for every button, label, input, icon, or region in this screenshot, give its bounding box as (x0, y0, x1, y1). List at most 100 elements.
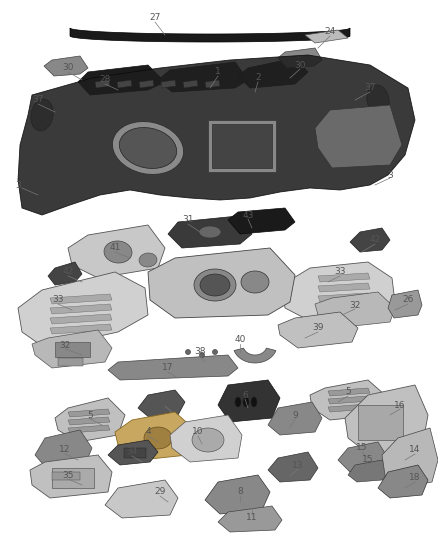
Text: 41: 41 (110, 244, 121, 253)
Polygon shape (139, 80, 154, 88)
Polygon shape (382, 428, 438, 488)
Polygon shape (30, 455, 112, 498)
Ellipse shape (199, 226, 221, 238)
Polygon shape (378, 465, 428, 498)
Polygon shape (350, 228, 390, 252)
Text: 26: 26 (403, 295, 413, 304)
Polygon shape (68, 425, 110, 433)
Polygon shape (18, 55, 415, 215)
Polygon shape (117, 80, 132, 88)
Ellipse shape (192, 428, 224, 452)
Text: 32: 32 (59, 341, 71, 350)
Bar (358, 405, 403, 440)
Text: 37: 37 (32, 95, 44, 104)
Text: 32: 32 (350, 301, 360, 310)
Text: 4: 4 (145, 427, 151, 437)
Polygon shape (138, 390, 185, 418)
Polygon shape (68, 417, 110, 425)
Polygon shape (170, 415, 242, 462)
Ellipse shape (144, 427, 172, 449)
Polygon shape (328, 396, 370, 404)
Ellipse shape (186, 350, 191, 354)
Text: 6: 6 (242, 391, 248, 400)
Polygon shape (388, 290, 422, 318)
Polygon shape (278, 48, 322, 68)
Polygon shape (348, 460, 390, 482)
Polygon shape (50, 294, 112, 304)
Text: 33: 33 (334, 268, 346, 277)
Polygon shape (238, 58, 308, 88)
Polygon shape (50, 324, 112, 334)
Bar (124, 448, 146, 458)
Bar (58, 358, 83, 366)
Polygon shape (108, 355, 238, 380)
Polygon shape (345, 385, 428, 455)
Text: 30: 30 (294, 61, 306, 69)
Polygon shape (318, 303, 370, 312)
Text: 42: 42 (369, 236, 381, 245)
Polygon shape (282, 262, 395, 322)
Polygon shape (315, 105, 402, 168)
Polygon shape (218, 506, 282, 532)
Polygon shape (55, 398, 125, 442)
Text: 28: 28 (99, 76, 111, 85)
Text: 18: 18 (409, 473, 421, 482)
Ellipse shape (113, 122, 184, 174)
Text: 11: 11 (246, 513, 258, 522)
Text: 30: 30 (62, 63, 74, 72)
Text: 15: 15 (362, 456, 374, 464)
Text: 35: 35 (62, 471, 74, 480)
Polygon shape (32, 330, 112, 368)
Ellipse shape (199, 352, 205, 358)
Polygon shape (318, 283, 370, 292)
Text: 9: 9 (292, 410, 298, 419)
Text: 40: 40 (234, 335, 246, 344)
Text: 3: 3 (15, 181, 21, 190)
Ellipse shape (119, 127, 177, 168)
Bar (52, 472, 80, 480)
Ellipse shape (194, 269, 236, 301)
Polygon shape (305, 30, 348, 43)
Text: 5: 5 (345, 387, 351, 397)
Text: 12: 12 (59, 446, 71, 455)
Bar (55, 342, 90, 357)
Ellipse shape (243, 397, 249, 407)
Ellipse shape (235, 397, 241, 407)
Ellipse shape (251, 397, 257, 407)
Text: 1: 1 (215, 68, 221, 77)
Text: 14: 14 (410, 446, 420, 455)
Polygon shape (95, 80, 110, 88)
Polygon shape (234, 348, 276, 363)
Text: 13: 13 (292, 461, 304, 470)
Polygon shape (70, 28, 350, 42)
Polygon shape (68, 409, 110, 417)
Polygon shape (328, 388, 370, 396)
Polygon shape (338, 442, 388, 472)
Text: 31: 31 (182, 215, 194, 224)
Polygon shape (44, 56, 88, 76)
Polygon shape (205, 475, 270, 514)
Polygon shape (318, 293, 370, 302)
Polygon shape (278, 312, 358, 348)
Polygon shape (18, 272, 148, 348)
Polygon shape (48, 262, 82, 285)
Polygon shape (105, 480, 178, 518)
Polygon shape (68, 225, 165, 278)
Text: 39: 39 (312, 324, 324, 333)
Polygon shape (315, 292, 395, 328)
Ellipse shape (212, 350, 218, 354)
Ellipse shape (31, 99, 53, 131)
Text: 16: 16 (394, 400, 406, 409)
Polygon shape (183, 80, 198, 88)
Polygon shape (168, 216, 252, 248)
Polygon shape (328, 404, 370, 412)
Polygon shape (318, 273, 370, 282)
Text: 29: 29 (154, 488, 166, 497)
Text: 33: 33 (52, 295, 64, 304)
Text: 2: 2 (255, 74, 261, 83)
Bar (52, 468, 94, 488)
Text: 27: 27 (149, 13, 161, 22)
Text: 43: 43 (242, 211, 254, 220)
Polygon shape (158, 62, 248, 92)
Polygon shape (115, 412, 195, 460)
